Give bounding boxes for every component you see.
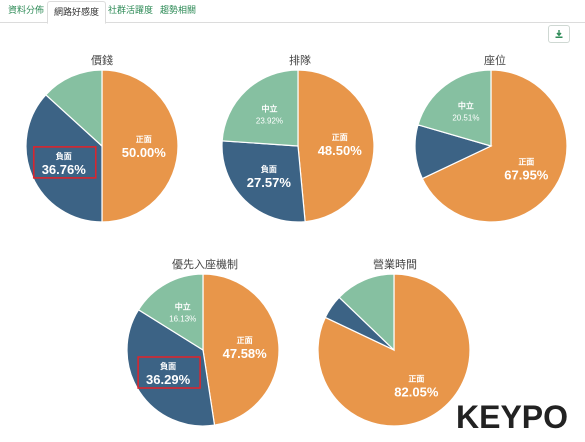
slice-value-neutral: 20.51% <box>452 114 479 123</box>
slice-label-neutral: 中立 <box>175 301 191 311</box>
slice-label-positive: 正面 <box>136 135 152 144</box>
pie-slice-positive[interactable] <box>297 69 375 223</box>
pie-slice-negative[interactable] <box>221 140 306 223</box>
slice-label-negative: 負面 <box>261 164 277 174</box>
highlight-box <box>137 356 201 389</box>
slice-value-negative: 36.76% <box>42 162 87 177</box>
pie-slice-neutral[interactable] <box>417 69 492 147</box>
slice-label-negative: 負面 <box>56 151 72 161</box>
chart-title-price: 價錢 <box>91 54 113 67</box>
pie-slice-neutral[interactable] <box>338 273 395 352</box>
slice-value-positive: 48.50% <box>318 143 363 158</box>
pie-slice-positive[interactable] <box>101 69 179 223</box>
tab-online-sentiment[interactable]: 網路好感度 <box>47 1 107 24</box>
slice-label-positive: 正面 <box>237 336 253 345</box>
slice-value-negative: 27.57% <box>247 175 292 190</box>
pie-slice-positive[interactable] <box>421 69 568 223</box>
tab-social-activity[interactable]: 社群活躍度 <box>108 6 154 16</box>
chart-title-seating: 座位 <box>484 54 506 67</box>
highlight-box <box>32 146 97 179</box>
tab-data-distribution[interactable]: 資料分佈 <box>8 6 45 16</box>
slice-label-neutral: 中立 <box>261 103 277 113</box>
slice-value-neutral: 16.13% <box>169 314 196 323</box>
pie-slice-negative[interactable] <box>126 308 216 427</box>
slice-label-positive: 正面 <box>408 374 424 383</box>
slice-value-positive: 47.58% <box>223 346 268 361</box>
chart-title-queue: 排隊 <box>289 54 311 67</box>
download-button[interactable] <box>548 25 570 43</box>
pie-slice-negative[interactable] <box>25 93 103 223</box>
svg-text:KEYPO: KEYPO <box>456 400 568 434</box>
pie-slice-positive[interactable] <box>202 273 280 426</box>
chart-title-priority-seating: 優先入座機制 <box>172 258 238 271</box>
slice-value-neutral: 23.92% <box>256 116 283 125</box>
tab-bar: 資料分佈 網路好感度 社群活躍度 趨勢相關 <box>0 0 585 24</box>
tab-trend-correlation[interactable]: 趨勢相關 <box>160 6 197 16</box>
keypo-logo: KEYPO <box>456 399 578 435</box>
slice-label-negative: 負面 <box>160 361 176 371</box>
slice-label-positive: 正面 <box>518 157 534 166</box>
pie-slice-neutral[interactable] <box>44 69 103 148</box>
slice-label-positive: 正面 <box>332 133 348 142</box>
pie-slice-neutral[interactable] <box>137 273 204 352</box>
slice-value-positive: 67.95% <box>504 167 549 182</box>
pie-slice-neutral[interactable] <box>221 69 299 147</box>
slice-value-negative: 36.29% <box>146 372 191 387</box>
slice-value-positive: 82.05% <box>394 384 439 399</box>
slice-value-positive: 50.00% <box>122 145 167 160</box>
download-icon <box>555 30 563 38</box>
chart-title-business-hours: 營業時間 <box>373 258 417 271</box>
slice-label-neutral: 中立 <box>458 101 474 111</box>
